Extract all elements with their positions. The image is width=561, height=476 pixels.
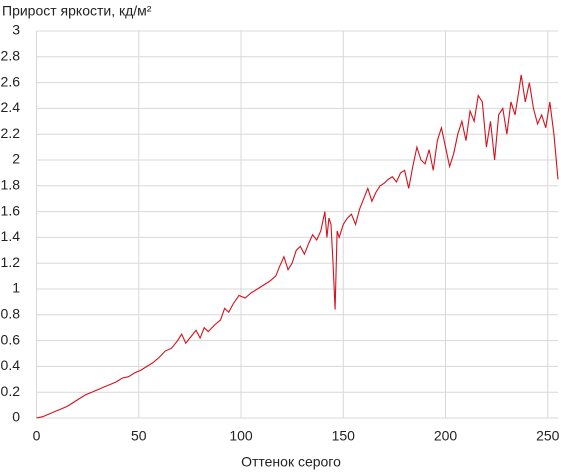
y-tick-label: 3 bbox=[12, 22, 20, 38]
y-tick-label: 0.8 bbox=[1, 306, 21, 322]
x-tick-label: 200 bbox=[434, 428, 458, 444]
x-axis-label: Оттенок серого bbox=[241, 454, 341, 470]
y-tick-label: 2.6 bbox=[1, 73, 21, 89]
x-tick-label: 100 bbox=[229, 428, 253, 444]
x-tick-label: 250 bbox=[536, 428, 560, 444]
x-tick-label: 0 bbox=[33, 428, 41, 444]
x-tick-label: 150 bbox=[332, 428, 356, 444]
y-tick-label: 0.6 bbox=[1, 331, 21, 347]
y-tick-label: 0.4 bbox=[1, 357, 21, 373]
y-tick-label: 1.8 bbox=[1, 177, 21, 193]
y-tick-label: 1.6 bbox=[1, 202, 21, 218]
x-tick-label: 50 bbox=[131, 428, 147, 444]
y-tick-label: 2.2 bbox=[1, 125, 21, 141]
y-tick-label: 1.4 bbox=[1, 228, 21, 244]
y-tick-label: 1.2 bbox=[1, 254, 21, 270]
chart-title: Прирост яркости, кд/м² bbox=[2, 3, 152, 19]
y-tick-label: 2 bbox=[12, 151, 20, 167]
y-tick-label: 0.2 bbox=[1, 383, 21, 399]
y-tick-label: 2.8 bbox=[1, 48, 21, 64]
y-tick-label: 0 bbox=[12, 409, 20, 425]
y-tick-label: 1 bbox=[12, 280, 20, 296]
y-tick-label: 2.4 bbox=[1, 99, 21, 115]
data-line bbox=[36, 74, 559, 419]
